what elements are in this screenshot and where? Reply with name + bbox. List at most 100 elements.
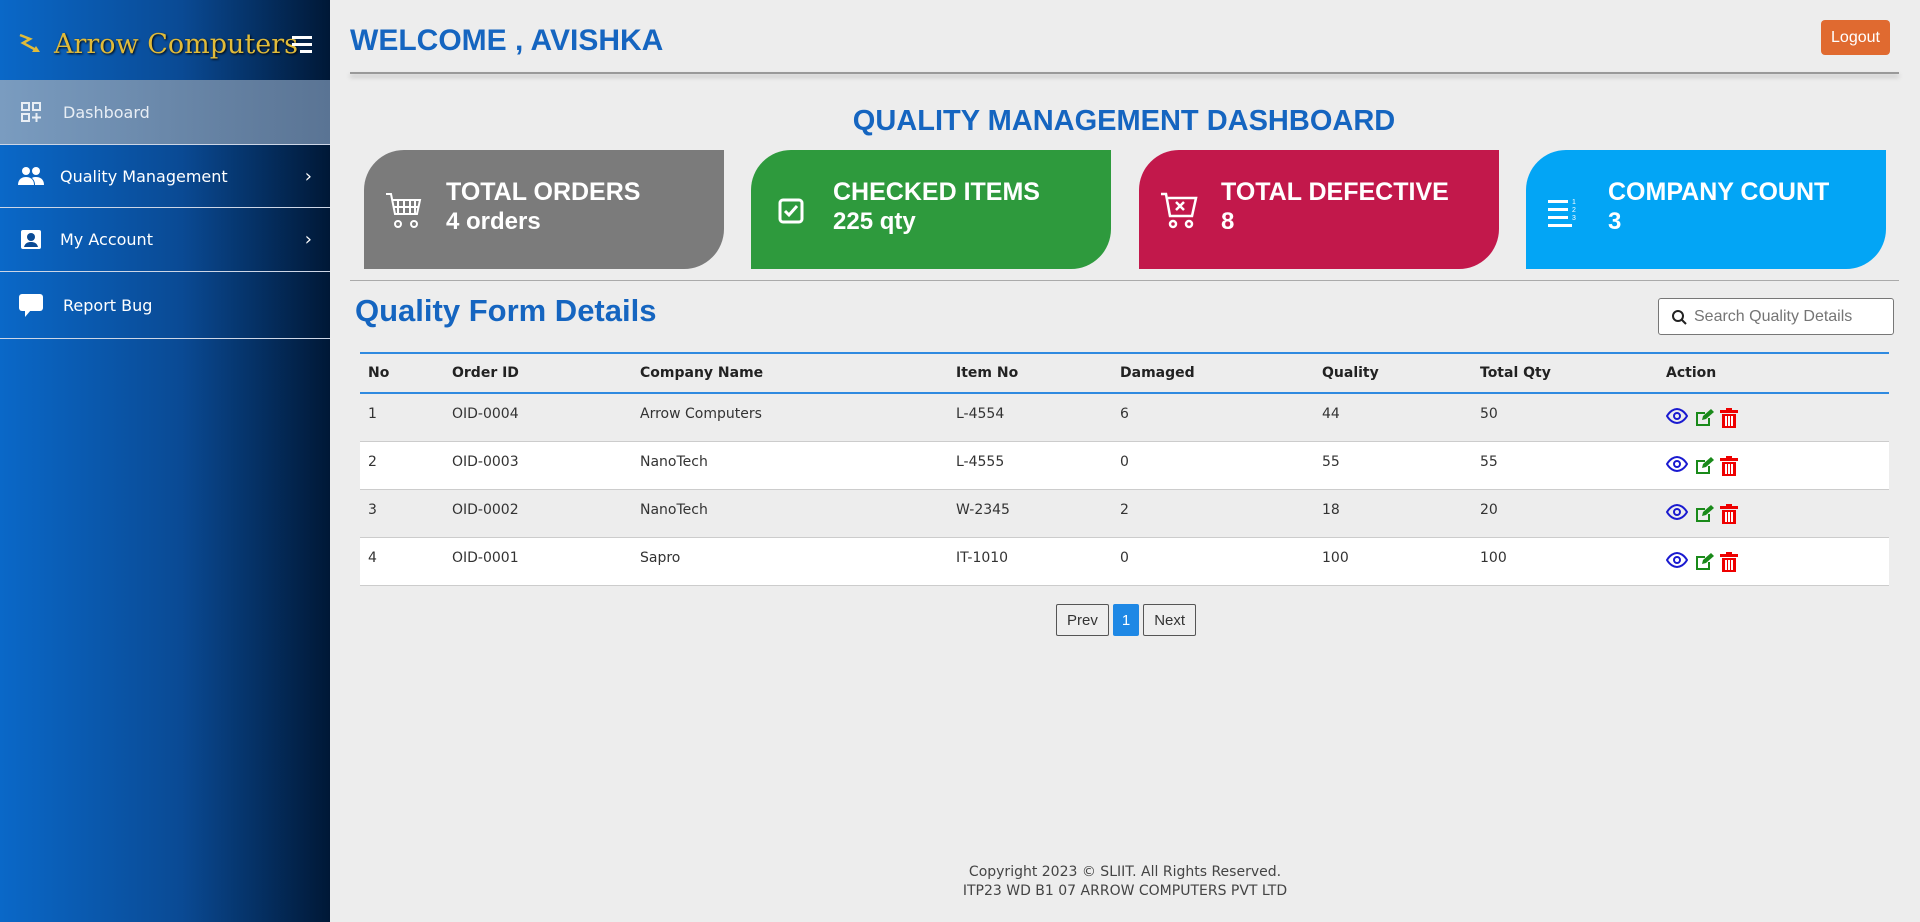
svg-text:2: 2 [1572, 207, 1576, 214]
table-cell: 2 [1112, 489, 1314, 538]
account-icon [18, 228, 44, 252]
svg-text:1: 1 [1572, 199, 1576, 206]
col-header[interactable]: No [360, 352, 444, 394]
table-cell: 55 [1472, 441, 1658, 490]
table-cell: W-2345 [948, 489, 1112, 538]
col-header[interactable]: Damaged [1112, 352, 1314, 394]
sidebar-item-dashboard[interactable]: Dashboard [0, 80, 330, 145]
card-title: TOTAL DEFECTIVE [1221, 178, 1449, 206]
table-cell: IT-1010 [948, 537, 1112, 586]
cart-x-icon [1161, 192, 1198, 229]
sidebar-item-quality-management[interactable]: Quality Management › [0, 145, 330, 208]
card-value: 3 [1608, 208, 1622, 235]
col-header[interactable]: Quality [1314, 352, 1472, 394]
table-cell: NanoTech [632, 489, 948, 538]
checkbox-icon [778, 198, 804, 224]
copyright-text: Copyright 2023 © SLIIT. All Rights Reser… [968, 864, 1282, 880]
logout-button[interactable]: Logout [1821, 20, 1890, 55]
card-checked-items: CHECKED ITEMS 225 qty [751, 150, 1111, 269]
table-header-row: No Order ID Company Name Item No Damaged… [360, 352, 1889, 394]
table-cell: 6 [1112, 393, 1314, 442]
action-cell [1658, 393, 1889, 442]
table-cell: L-4554 [948, 393, 1112, 442]
col-header[interactable]: Order ID [444, 352, 632, 394]
action-cell [1658, 441, 1889, 490]
table-row: 3 OID-0002 NanoTech W-2345 2 18 20 [360, 489, 1889, 538]
arrow-logo-icon [19, 33, 40, 52]
table-cell: Sapro [632, 537, 948, 586]
col-header[interactable]: Item No [948, 352, 1112, 394]
action-cell [1658, 537, 1889, 586]
numbered-list-icon: 123 [1548, 199, 1576, 227]
table-row: 1 OID-0004 Arrow Computers L-4554 6 44 50 [360, 393, 1889, 442]
table-cell: OID-0004 [444, 393, 632, 442]
table-cell: 2 [360, 441, 444, 490]
delete-icon[interactable] [1720, 551, 1738, 576]
pagination: Prev 1 Next [1056, 604, 1197, 636]
chevron-right-icon: › [304, 229, 312, 250]
header-divider [350, 72, 1899, 74]
svg-text:3: 3 [1572, 215, 1576, 222]
sidebar-item-label: Quality Management [60, 166, 228, 186]
dashboard-icon [18, 100, 44, 124]
table-cell: 20 [1472, 489, 1658, 538]
prev-page-button[interactable]: Prev [1056, 604, 1109, 636]
table-cell: 18 [1314, 489, 1472, 538]
brand-name: Arrow Computers [54, 28, 299, 60]
table-cell: 100 [1314, 537, 1472, 586]
view-icon[interactable] [1665, 455, 1689, 480]
delete-icon[interactable] [1720, 503, 1738, 528]
search-icon [1672, 309, 1687, 325]
table-cell: Arrow Computers [632, 393, 948, 442]
view-icon[interactable] [1665, 551, 1689, 576]
col-header[interactable]: Company Name [632, 352, 948, 394]
edit-icon[interactable] [1694, 552, 1714, 576]
view-icon[interactable] [1665, 407, 1689, 432]
welcome-heading: WELCOME , AVISHKA [350, 24, 664, 57]
col-header[interactable]: Total Qty [1472, 352, 1658, 394]
card-title: TOTAL ORDERS [446, 178, 641, 206]
card-value: 4 orders [446, 208, 541, 235]
card-value: 8 [1221, 208, 1235, 235]
page-1-button[interactable]: 1 [1112, 604, 1140, 636]
edit-icon[interactable] [1694, 408, 1714, 432]
section-title: Quality Form Details [355, 293, 657, 328]
sidebar: Arrow Computers Dashboard Quality Manage… [0, 0, 330, 922]
table-cell: L-4555 [948, 441, 1112, 490]
chevron-right-icon: › [304, 165, 312, 187]
chat-icon [18, 293, 44, 317]
delete-icon[interactable] [1720, 455, 1738, 480]
col-header: Action [1658, 352, 1889, 394]
next-page-button[interactable]: Next [1143, 604, 1197, 636]
sidebar-item-report-bug[interactable]: Report Bug [0, 272, 330, 339]
sidebar-item-label: Dashboard [63, 102, 150, 122]
users-icon [18, 164, 44, 188]
table-cell: 55 [1314, 441, 1472, 490]
menu-toggle-icon[interactable] [292, 36, 312, 54]
sidebar-item-my-account[interactable]: My Account › [0, 208, 330, 272]
table-cell: 1 [360, 393, 444, 442]
table-row: 2 OID-0003 NanoTech L-4555 0 55 55 [360, 441, 1889, 490]
section-divider [350, 280, 1899, 281]
search-input[interactable] [1694, 307, 1884, 326]
card-title: CHECKED ITEMS [833, 178, 1040, 206]
table-cell: OID-0001 [444, 537, 632, 586]
quality-table: No Order ID Company Name Item No Damaged… [360, 352, 1889, 586]
card-title: COMPANY COUNT [1608, 178, 1830, 206]
sidebar-item-label: My Account [60, 230, 153, 249]
edit-icon[interactable] [1694, 456, 1714, 480]
company-text: ITP23 WD B1 07 ARROW COMPUTERS PVT LTD [962, 883, 1288, 899]
dashboard-title: QUALITY MANAGEMENT DASHBOARD [852, 105, 1396, 137]
table-cell: 0 [1112, 441, 1314, 490]
delete-icon[interactable] [1720, 408, 1738, 432]
card-total-defective: TOTAL DEFECTIVE 8 [1139, 150, 1499, 269]
brand-logo[interactable]: Arrow Computers [18, 24, 298, 64]
table-cell: NanoTech [632, 441, 948, 490]
edit-icon[interactable] [1694, 504, 1714, 528]
action-cell [1658, 489, 1889, 538]
table-cell: 3 [360, 489, 444, 538]
table-cell: 0 [1112, 537, 1314, 586]
view-icon[interactable] [1665, 503, 1689, 528]
search-box[interactable] [1658, 298, 1894, 335]
